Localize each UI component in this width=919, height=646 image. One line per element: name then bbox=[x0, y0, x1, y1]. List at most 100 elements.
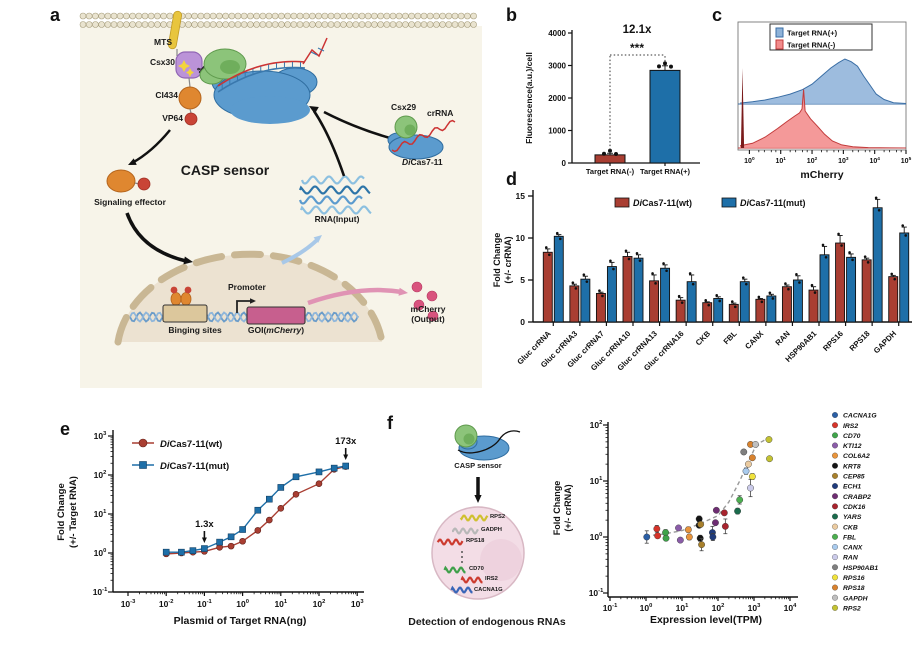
csx30-label: Csx30 bbox=[149, 57, 175, 67]
svg-text:DiCas7-11(wt): DiCas7-11(wt) bbox=[160, 439, 222, 450]
svg-text:100: 100 bbox=[236, 599, 249, 609]
svg-text:CANX: CANX bbox=[843, 545, 863, 552]
svg-text:103: 103 bbox=[748, 603, 761, 613]
rna-input-label: RNA(Input) bbox=[314, 214, 360, 224]
svg-text:1.3x: 1.3x bbox=[195, 519, 214, 530]
rna-label-rps2: RPS2 bbox=[490, 514, 506, 520]
svg-text:10-2: 10-2 bbox=[159, 599, 174, 609]
svg-text:Fluorescence(a.u.)/cell: Fluorescence(a.u.)/cell bbox=[524, 52, 534, 144]
svg-text:102: 102 bbox=[94, 470, 107, 480]
svg-text:103: 103 bbox=[838, 156, 849, 165]
rna-label-rps18: RPS18 bbox=[466, 538, 485, 544]
svg-text:10-1: 10-1 bbox=[93, 587, 108, 597]
mcherry-output-label: mCherry (Output) bbox=[410, 304, 446, 324]
svg-text:100: 100 bbox=[640, 603, 653, 613]
svg-text:100: 100 bbox=[94, 548, 107, 558]
svg-text:Fold Change: Fold Change bbox=[552, 481, 562, 536]
svg-text:101: 101 bbox=[590, 476, 603, 486]
svg-text:IRS2: IRS2 bbox=[843, 423, 858, 430]
svg-text:CDK16: CDK16 bbox=[843, 504, 866, 511]
svg-text:101: 101 bbox=[274, 599, 287, 609]
panel-label-f: f bbox=[387, 413, 393, 433]
csx29-label: Csx29 bbox=[391, 102, 417, 112]
svg-text:RAN: RAN bbox=[843, 555, 859, 562]
dicas-rest: Cas7-11 bbox=[410, 157, 443, 167]
svg-text:10-1: 10-1 bbox=[589, 588, 604, 598]
svg-text:mCherry: mCherry bbox=[800, 169, 843, 181]
svg-text:GAPDH: GAPDH bbox=[843, 595, 869, 602]
vp64-label: VP64 bbox=[162, 113, 183, 123]
panel-label-b: b bbox=[506, 5, 517, 25]
svg-text:104: 104 bbox=[869, 156, 880, 165]
goi-label: GOI(mCherry) bbox=[247, 325, 305, 335]
svg-text:RPS2: RPS2 bbox=[843, 605, 861, 612]
svg-text:FBL: FBL bbox=[843, 534, 856, 541]
panel-label-c: c bbox=[712, 5, 723, 25]
svg-text:Target RNA(+): Target RNA(+) bbox=[787, 29, 838, 38]
svg-text:YARS: YARS bbox=[843, 514, 862, 521]
svg-text:0: 0 bbox=[520, 317, 525, 327]
svg-text:100: 100 bbox=[744, 156, 755, 165]
svg-text:10: 10 bbox=[516, 233, 526, 243]
svg-text:102: 102 bbox=[807, 156, 818, 165]
svg-text:Plasmid of Target RNA(ng): Plasmid of Target RNA(ng) bbox=[174, 615, 307, 627]
svg-text:(+/- crRNA): (+/- crRNA) bbox=[503, 236, 513, 283]
svg-text:105: 105 bbox=[901, 156, 912, 165]
svg-text:Fold Change: Fold Change bbox=[492, 233, 502, 288]
ci434-label: CI434 bbox=[155, 90, 178, 100]
dicas7-11-label: DiCas7-11 bbox=[402, 157, 443, 168]
svg-text:DiCas7-11(mut): DiCas7-11(mut) bbox=[740, 198, 806, 208]
svg-text:4000: 4000 bbox=[548, 29, 566, 38]
svg-text:RPS18: RPS18 bbox=[843, 585, 865, 592]
svg-text:15: 15 bbox=[516, 191, 526, 201]
svg-text:KTI12: KTI12 bbox=[843, 443, 862, 450]
svg-text:1000: 1000 bbox=[548, 126, 566, 135]
svg-text:(+/- crRNA): (+/- crRNA) bbox=[563, 484, 573, 531]
svg-text:3000: 3000 bbox=[548, 61, 566, 70]
svg-text:173x: 173x bbox=[335, 436, 357, 447]
svg-text:5: 5 bbox=[520, 275, 525, 285]
binding-sites-label: Binging sites bbox=[168, 325, 222, 335]
rna-label-cd70: CD70 bbox=[469, 566, 484, 572]
svg-text:12.1x: 12.1x bbox=[623, 24, 652, 36]
svg-text:Expression level(TPM): Expression level(TPM) bbox=[650, 614, 762, 626]
svg-text:101: 101 bbox=[676, 603, 689, 613]
svg-text:102: 102 bbox=[590, 420, 603, 430]
svg-text:DiCas7-11(mut): DiCas7-11(mut) bbox=[160, 461, 229, 472]
svg-text:(+/- Target RNA): (+/- Target RNA) bbox=[68, 476, 79, 548]
svg-text:2000: 2000 bbox=[548, 94, 566, 103]
svg-text:10-3: 10-3 bbox=[121, 599, 136, 609]
svg-text:Fold Change: Fold Change bbox=[56, 483, 67, 541]
svg-text:103: 103 bbox=[351, 599, 364, 609]
panel-label-a: a bbox=[50, 5, 61, 25]
panel-label-e: e bbox=[60, 419, 71, 439]
rna-label-irs2: IRS2 bbox=[485, 576, 498, 582]
signaling-effector-label: Signaling effector bbox=[94, 197, 166, 207]
svg-text:COL6A2: COL6A2 bbox=[843, 453, 870, 460]
svg-text:Target RNA(-): Target RNA(-) bbox=[586, 167, 635, 176]
rna-label-cacna1g: CACNA1G bbox=[474, 587, 503, 593]
svg-text:100: 100 bbox=[590, 532, 603, 542]
casp-sensor-title: CASP sensor bbox=[180, 162, 270, 178]
svg-text:CRABP2: CRABP2 bbox=[843, 494, 871, 501]
svg-text:101: 101 bbox=[94, 509, 107, 519]
dicas-italic: Di bbox=[402, 157, 411, 167]
svg-text:CD70: CD70 bbox=[843, 433, 861, 440]
svg-text:***: *** bbox=[630, 41, 644, 55]
svg-text:0: 0 bbox=[562, 159, 567, 168]
svg-text:RPS16: RPS16 bbox=[843, 575, 865, 582]
svg-text:KRT8: KRT8 bbox=[843, 463, 861, 470]
panel-label-d: d bbox=[506, 169, 517, 189]
casp-sensor-icon-label: CASP sensor bbox=[454, 461, 502, 470]
svg-text:104: 104 bbox=[784, 603, 797, 613]
svg-text:CEP85: CEP85 bbox=[843, 474, 865, 481]
svg-text:102: 102 bbox=[313, 599, 326, 609]
rna-label-gadph: GADPH bbox=[481, 527, 502, 533]
mts-label: MTS bbox=[154, 37, 172, 47]
